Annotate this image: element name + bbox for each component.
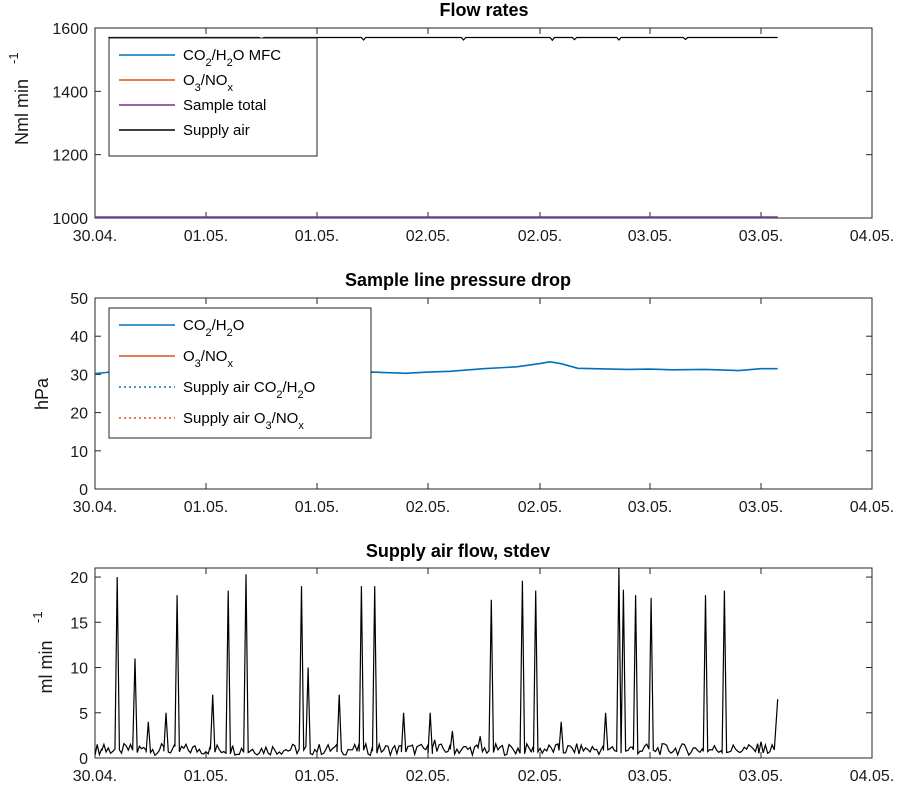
- flow-rates-ylabel-exp: -1: [6, 52, 21, 64]
- stdev-xtick-label: 02.05.: [406, 768, 450, 785]
- flow-rates-ylabel: Nml min -1: [6, 52, 32, 145]
- stdev-series-line-0: [95, 568, 779, 758]
- pressure-drop-ytick-label: 40: [70, 329, 88, 346]
- stdev-xtick-label: 03.05.: [628, 768, 672, 785]
- stdev-ytick-label: 5: [79, 706, 88, 723]
- flow-rates-title: Flow rates: [439, 0, 528, 20]
- pressure-drop-legend-entry: CO2/H2O: [183, 317, 244, 339]
- pressure-drop-ytick-label: 30: [70, 367, 88, 384]
- flow-rates-xtick-label: 02.05.: [518, 228, 562, 245]
- pressure-drop-xtick-label: 03.05.: [739, 499, 783, 516]
- stdev-ylabel-exp: -1: [30, 611, 45, 623]
- stdev-xtick-label: 01.05.: [184, 768, 228, 785]
- pressure-drop-ytick-label: 20: [70, 406, 88, 423]
- stdev-ylabel-text: ml min: [36, 641, 56, 694]
- pressure-drop-xtick-label: 04.05.: [850, 499, 894, 516]
- stdev-ytick-label: 0: [79, 751, 88, 768]
- pressure-drop-legend-box: [108, 307, 372, 439]
- pressure-drop-legend-entry: O3/NOx: [183, 348, 233, 370]
- pressure-drop-legend-entry: Supply air O3/NOx: [183, 410, 304, 432]
- stdev-title: Supply air flow, stdev: [366, 541, 550, 561]
- flow-rates-legend-box: [108, 37, 318, 157]
- pressure-drop-panel: Sample line pressure drop hPa 30.04. 01.0…: [32, 270, 894, 516]
- flow-rates-legend-entry: Supply air: [183, 122, 250, 139]
- stdev-xtick-label: 30.04.: [73, 768, 117, 785]
- stdev-axes-box: [94, 567, 873, 759]
- flow-rates-legend-entry: Sample total: [183, 97, 266, 114]
- stdev-xtick-label: 02.05.: [518, 768, 562, 785]
- flow-rates-xtick-label: 02.05.: [406, 228, 450, 245]
- flow-rates-xtick-label: 03.05.: [739, 228, 783, 245]
- pressure-drop-ylabel-text: hPa: [32, 377, 52, 410]
- flow-rates-ytick-label: 1400: [52, 84, 88, 101]
- pressure-drop-xtick-label: 01.05.: [295, 499, 339, 516]
- stdev-ylabel: ml min -1: [30, 611, 56, 693]
- pressure-drop-axes-box: [94, 297, 873, 490]
- pressure-drop-legend-entry: Supply air CO2/H2O: [183, 379, 315, 401]
- flow-rates-xtick-label: 03.05.: [628, 228, 672, 245]
- pressure-drop-ytick-label: 0: [79, 482, 88, 499]
- stdev-xtick-label: 01.05.: [295, 768, 339, 785]
- stdev-ytick-label: 10: [70, 661, 88, 678]
- flow-rates-ylabel-text: Nml min: [12, 79, 32, 145]
- flow-rates-xtick-label: 30.04.: [73, 228, 117, 245]
- stdev-panel: Supply air flow, stdev ml min -1 30.04. 0…: [30, 541, 894, 785]
- pressure-drop-xtick-label: 01.05.: [184, 499, 228, 516]
- flow-rates-xtick-label: 04.05.: [850, 228, 894, 245]
- flow-rates-xtick-label: 01.05.: [184, 228, 228, 245]
- pressure-drop-xtick-label: 02.05.: [518, 499, 562, 516]
- flow-rates-ytick-label: 1200: [52, 148, 88, 165]
- stdev-ytick-label: 15: [70, 615, 88, 632]
- pressure-drop-xtick-label: 02.05.: [406, 499, 450, 516]
- flow-rates-legend-entry: O3/NOx: [183, 72, 233, 94]
- pressure-drop-ytick-label: 50: [70, 291, 88, 308]
- stdev-xtick-label: 03.05.: [739, 768, 783, 785]
- stdev-ytick-label: 20: [70, 570, 88, 587]
- flow-rates-legend-entry: CO2/H2O MFC: [183, 47, 281, 69]
- pressure-drop-ylabel: hPa: [32, 377, 52, 410]
- pressure-drop-xtick-label: 30.04.: [73, 499, 117, 516]
- pressure-drop-title: Sample line pressure drop: [345, 270, 571, 290]
- pressure-drop-ytick-label: 10: [70, 444, 88, 461]
- flow-rates-ytick-label: 1000: [52, 211, 88, 228]
- flow-rates-xtick-label: 01.05.: [295, 228, 339, 245]
- flow-rates-ytick-label: 1600: [52, 21, 88, 38]
- flow-rates-panel: Flow rates Nml min -1 30.04. 01.05. 01.05.…: [6, 0, 894, 245]
- pressure-drop-xtick-label: 03.05.: [628, 499, 672, 516]
- stdev-xtick-label: 04.05.: [850, 768, 894, 785]
